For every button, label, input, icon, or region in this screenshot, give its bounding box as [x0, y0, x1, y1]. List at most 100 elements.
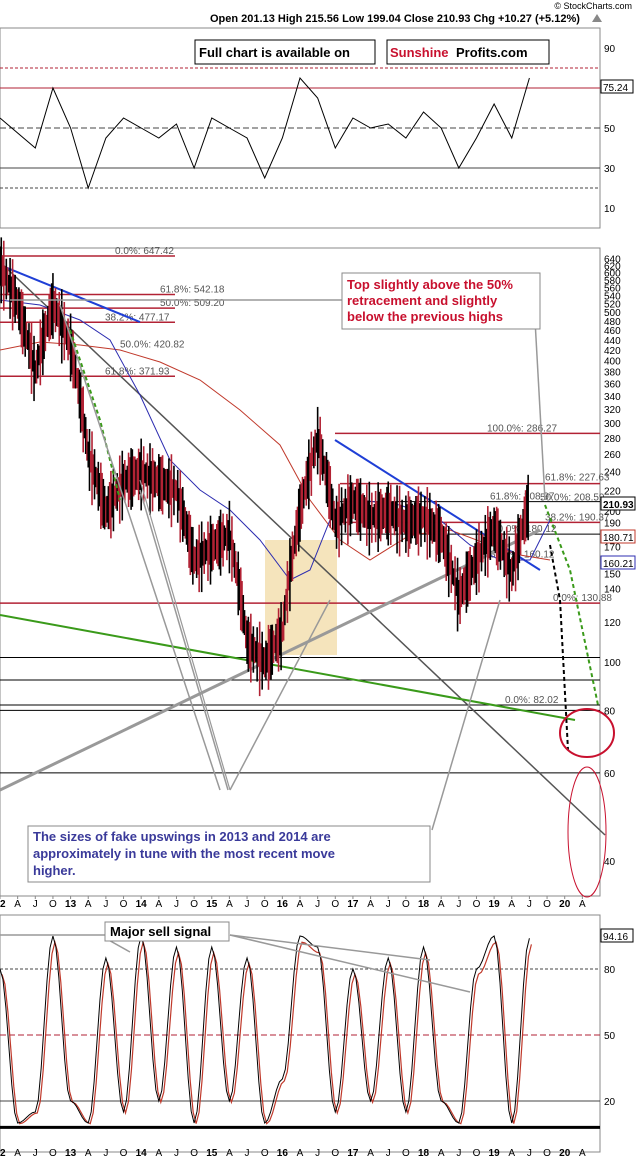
stoch-value: 94.16: [603, 932, 628, 943]
top-annotation-line1: Top slightly above the 50%: [347, 277, 513, 292]
x-tick-22: J: [386, 899, 391, 910]
x-tick-30: J: [527, 899, 532, 910]
x2-tick-8: 14: [136, 1148, 148, 1157]
price-tick-380: 380: [604, 368, 621, 379]
x2-tick-2: J: [33, 1148, 38, 1157]
price-tick-150: 150: [604, 570, 621, 581]
x-tick-4: 13: [65, 899, 77, 910]
price-tick-300: 300: [604, 419, 621, 430]
price-tick-320: 320: [604, 405, 621, 416]
rsi-tick-30: 30: [604, 164, 616, 175]
stoch-tick-80: 80: [604, 965, 616, 976]
projection-green-dashed-2: [544, 504, 599, 706]
top-annotation-line2: retracement and slightly: [347, 293, 498, 308]
x2-tick-0: 12: [0, 1148, 6, 1157]
x2-tick-3: O: [49, 1148, 57, 1157]
price-tick-340: 340: [604, 392, 621, 403]
pointer-6: [534, 319, 546, 501]
x-tick-12: 15: [206, 899, 218, 910]
price-tick-420: 420: [604, 346, 621, 357]
x-tick-29: A: [508, 899, 515, 910]
price-tick-100: 100: [604, 658, 621, 669]
x-tick-19: O: [331, 899, 339, 910]
price-tick-190: 190: [604, 518, 621, 529]
projection-green-dashed: [69, 329, 121, 501]
price-box-current: [600, 496, 636, 511]
rsi-value: 75.24: [603, 83, 628, 94]
x2-tick-29: A: [508, 1148, 515, 1157]
x2-tick-16: 16: [277, 1148, 289, 1157]
rsi-tick-50: 50: [604, 124, 616, 135]
x2-tick-1: A: [14, 1148, 21, 1157]
price-tick-200: 200: [604, 507, 621, 518]
x2-tick-18: J: [315, 1148, 320, 1157]
bottom-annotation-line2: approximately in tune with the most rece…: [33, 846, 335, 861]
price-tick-170: 170: [604, 542, 621, 553]
trend-line-green: [0, 614, 576, 721]
fib-label-1: 61.8%: 542.18: [160, 284, 225, 295]
stoch-line: [0, 935, 530, 1124]
x-tick-32: 20: [559, 899, 571, 910]
x2-tick-10: J: [174, 1148, 179, 1157]
x-tick-15: O: [261, 899, 269, 910]
x2-tick-20: 17: [347, 1148, 359, 1157]
x-tick-27: O: [473, 899, 481, 910]
price-tick-60: 60: [604, 769, 616, 780]
rsi-value-box: [600, 79, 634, 94]
x-axis-price: 12AJO13AJO14AJO15AJO16AJO17AJO18AJO19AJO…: [0, 896, 586, 910]
x-tick-11: O: [190, 899, 198, 910]
moving-average-red: [0, 341, 551, 561]
sell-pointer-3: [229, 934, 431, 961]
x2-tick-5: A: [85, 1148, 92, 1157]
bottom-annotation-line3: higher.: [33, 863, 76, 878]
x2-tick-6: J: [103, 1148, 108, 1157]
x-tick-6: J: [103, 899, 108, 910]
x2-tick-13: A: [226, 1148, 233, 1157]
rsi-tick-10: 10: [604, 204, 616, 215]
fib-label-0: 0.0%: 647.42: [115, 246, 174, 257]
fib-label-6: 100.0%: 286.27: [487, 423, 557, 434]
x2-tick-14: J: [245, 1148, 250, 1157]
pointer-lines: [139, 479, 231, 791]
stoch-tick-50: 50: [604, 1031, 616, 1042]
x-tick-7: O: [120, 899, 128, 910]
x-tick-9: A: [155, 899, 162, 910]
price-tick-260: 260: [604, 450, 621, 461]
price-tick-560: 560: [604, 283, 621, 294]
x2-tick-17: A: [297, 1148, 304, 1157]
x-tick-5: A: [85, 899, 92, 910]
pointer-3: [229, 599, 331, 791]
x-tick-1: A: [14, 899, 21, 910]
x-tick-18: J: [315, 899, 320, 910]
x-tick-26: J: [456, 899, 461, 910]
trend-line-blue: [0, 264, 141, 323]
target-ellipse-1: [559, 708, 615, 758]
pointer-1: [59, 304, 221, 791]
watermark: © StockCharts.com: [554, 1, 632, 11]
price-ma-red: 180.71: [603, 533, 634, 544]
rsi-levels: [0, 67, 600, 189]
x2-tick-25: A: [438, 1148, 445, 1157]
price-tick-620: 620: [604, 261, 621, 272]
x2-tick-27: O: [473, 1148, 481, 1157]
stoch-ticks: 20 50 80: [604, 965, 616, 1108]
fib-label-4: 50.0%: 420.82: [120, 339, 185, 350]
price-tick-480: 480: [604, 317, 621, 328]
price-tick-580: 580: [604, 276, 621, 287]
x-tick-10: J: [174, 899, 179, 910]
x-tick-14: J: [245, 899, 250, 910]
projection-black-dashed: [549, 544, 569, 751]
x-tick-24: 18: [418, 899, 430, 910]
support-resistance-lines: [0, 255, 600, 774]
x2-tick-28: 19: [489, 1148, 501, 1157]
bottom-annotation-line1: The sizes of fake upswings in 2013 and 2…: [33, 829, 331, 844]
fib-label-5: 61.8%: 371.93: [105, 366, 170, 377]
x2-tick-26: J: [456, 1148, 461, 1157]
fib-label-7: 61.8%: 227.63: [545, 473, 610, 484]
x-tick-21: A: [367, 899, 374, 910]
x-tick-16: 16: [277, 899, 289, 910]
x2-tick-11: O: [190, 1148, 198, 1157]
x2-tick-30: J: [527, 1148, 532, 1157]
x2-tick-4: 13: [65, 1148, 77, 1157]
price-tick-120: 120: [604, 618, 621, 629]
